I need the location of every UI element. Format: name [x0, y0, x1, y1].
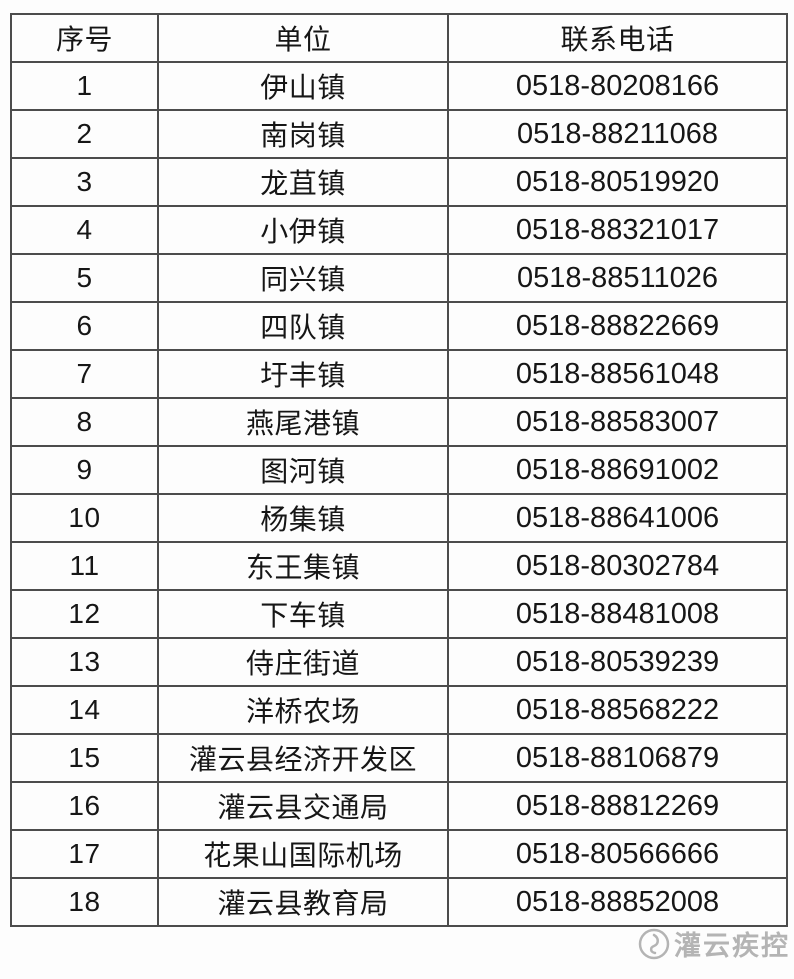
- row-unit-name: 圩丰镇: [157, 349, 449, 399]
- row-phone-number: 0518-80519920: [447, 157, 788, 207]
- row-serial-number: 16: [10, 781, 159, 831]
- table-row: 14 洋桥农场 0518-88568222: [10, 685, 788, 735]
- row-unit-name: 杨集镇: [157, 493, 449, 543]
- row-unit-name: 灌云县经济开发区: [157, 733, 449, 783]
- row-phone-number: 0518-88106879: [447, 733, 788, 783]
- table-row: 9 图河镇 0518-88691002: [10, 445, 788, 495]
- table-row: 2 南岗镇 0518-88211068: [10, 109, 788, 159]
- row-unit-name: 下车镇: [157, 589, 449, 639]
- row-phone-number: 0518-88822669: [447, 301, 788, 351]
- row-unit-name: 侍庄街道: [157, 637, 449, 687]
- table-row: 13 侍庄街道 0518-80539239: [10, 637, 788, 687]
- row-phone-number: 0518-80539239: [447, 637, 788, 687]
- header-row: 序号 单位 联系电话: [10, 13, 788, 63]
- row-serial-number: 14: [10, 685, 159, 735]
- table-row: 6 四队镇 0518-88822669: [10, 301, 788, 351]
- table-row: 18 灌云县教育局 0518-88852008: [10, 877, 788, 927]
- row-serial-number: 8: [10, 397, 159, 447]
- table-row: 17 花果山国际机场 0518-80566666: [10, 829, 788, 879]
- row-unit-name: 龙苴镇: [157, 157, 449, 207]
- row-phone-number: 0518-88812269: [447, 781, 788, 831]
- row-serial-number: 15: [10, 733, 159, 783]
- row-unit-name: 洋桥农场: [157, 685, 449, 735]
- row-unit-name: 灌云县交通局: [157, 781, 449, 831]
- header-contact-phone: 联系电话: [447, 13, 788, 63]
- row-phone-number: 0518-88583007: [447, 397, 788, 447]
- row-phone-number: 0518-88691002: [447, 445, 788, 495]
- row-phone-number: 0518-88511026: [447, 253, 788, 303]
- row-unit-name: 灌云县教育局: [157, 877, 449, 927]
- row-serial-number: 5: [10, 253, 159, 303]
- row-unit-name: 图河镇: [157, 445, 449, 495]
- row-serial-number: 6: [10, 301, 159, 351]
- row-serial-number: 18: [10, 877, 159, 927]
- row-phone-number: 0518-80302784: [447, 541, 788, 591]
- cdc-logo-icon: [637, 927, 671, 961]
- row-phone-number: 0518-88481008: [447, 589, 788, 639]
- row-phone-number: 0518-88852008: [447, 877, 788, 927]
- row-serial-number: 9: [10, 445, 159, 495]
- table-row: 10 杨集镇 0518-88641006: [10, 493, 788, 543]
- row-unit-name: 南岗镇: [157, 109, 449, 159]
- row-phone-number: 0518-88561048: [447, 349, 788, 399]
- table-row: 11 东王集镇 0518-80302784: [10, 541, 788, 591]
- row-serial-number: 17: [10, 829, 159, 879]
- row-unit-name: 小伊镇: [157, 205, 449, 255]
- row-unit-name: 东王集镇: [157, 541, 449, 591]
- table-row: 4 小伊镇 0518-88321017: [10, 205, 788, 255]
- row-unit-name: 燕尾港镇: [157, 397, 449, 447]
- table-body: 1 伊山镇 0518-80208166 2 南岗镇 0518-88211068 …: [10, 61, 788, 927]
- row-unit-name: 伊山镇: [157, 61, 449, 111]
- row-serial-number: 2: [10, 109, 159, 159]
- table-row: 5 同兴镇 0518-88511026: [10, 253, 788, 303]
- row-phone-number: 0518-88211068: [447, 109, 788, 159]
- table-row: 1 伊山镇 0518-80208166: [10, 61, 788, 111]
- row-phone-number: 0518-88321017: [447, 205, 788, 255]
- table-row: 8 燕尾港镇 0518-88583007: [10, 397, 788, 447]
- row-phone-number: 0518-88568222: [447, 685, 788, 735]
- row-serial-number: 10: [10, 493, 159, 543]
- header-unit: 单位: [157, 13, 449, 63]
- table-row: 15 灌云县经济开发区 0518-88106879: [10, 733, 788, 783]
- table-row: 3 龙苴镇 0518-80519920: [10, 157, 788, 207]
- row-phone-number: 0518-88641006: [447, 493, 788, 543]
- row-phone-number: 0518-80208166: [447, 61, 788, 111]
- row-serial-number: 7: [10, 349, 159, 399]
- row-serial-number: 13: [10, 637, 159, 687]
- row-serial-number: 4: [10, 205, 159, 255]
- table-row: 7 圩丰镇 0518-88561048: [10, 349, 788, 399]
- row-phone-number: 0518-80566666: [447, 829, 788, 879]
- row-unit-name: 同兴镇: [157, 253, 449, 303]
- table-row: 16 灌云县交通局 0518-88812269: [10, 781, 788, 831]
- row-serial-number: 12: [10, 589, 159, 639]
- row-unit-name: 花果山国际机场: [157, 829, 449, 879]
- watermark-text: 灌云疾控: [674, 931, 790, 961]
- watermark: 灌云疾控: [637, 924, 790, 963]
- contact-table-container: 序号 单位 联系电话 1 伊山镇 0518-80208166 2 南岗镇 051…: [10, 13, 788, 927]
- table-header: 序号 单位 联系电话: [10, 13, 788, 63]
- row-serial-number: 1: [10, 61, 159, 111]
- contact-table: 序号 单位 联系电话 1 伊山镇 0518-80208166 2 南岗镇 051…: [10, 13, 788, 927]
- header-serial-number: 序号: [10, 13, 159, 63]
- row-serial-number: 3: [10, 157, 159, 207]
- table-row: 12 下车镇 0518-88481008: [10, 589, 788, 639]
- row-serial-number: 11: [10, 541, 159, 591]
- row-unit-name: 四队镇: [157, 301, 449, 351]
